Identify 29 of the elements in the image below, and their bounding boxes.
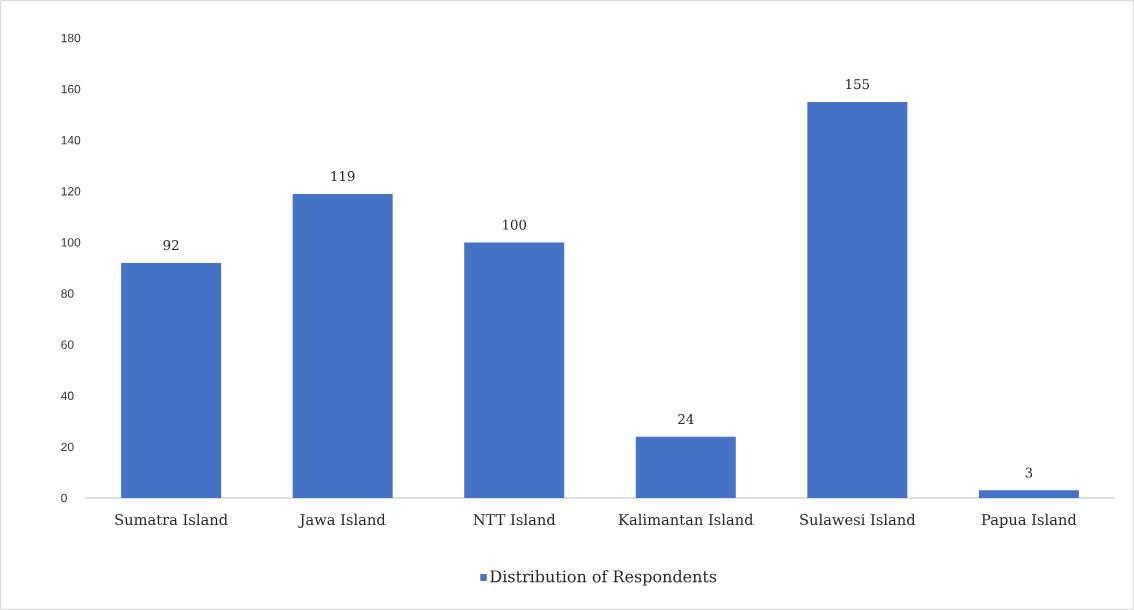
y-tick-label: 0	[61, 493, 67, 503]
x-tick-label: NTT Island	[473, 513, 556, 526]
data-label: 92	[163, 240, 179, 251]
y-tick-label: 80	[61, 289, 74, 298]
data-label: 119	[331, 171, 355, 182]
y-tick-label: 40	[60, 391, 74, 401]
bar	[635, 436, 736, 498]
bar	[464, 242, 565, 498]
bar	[978, 490, 1079, 498]
data-label: 155	[846, 79, 870, 90]
data-label: 100	[503, 219, 527, 230]
bar	[292, 193, 393, 498]
x-tick-label: Papua Island	[981, 513, 1077, 528]
legend-label: Distribution of Respondents	[490, 570, 717, 586]
x-tick-label: Sumatra Island	[115, 513, 228, 526]
y-tick-label: 120	[61, 187, 81, 196]
data-label: 24	[678, 414, 694, 424]
y-tick-label: 20	[61, 442, 74, 452]
y-tick-label: 140	[61, 135, 81, 145]
y-tick-label: 180	[61, 33, 81, 43]
bar	[807, 101, 908, 498]
x-tick-label: Kalimantan Island	[618, 513, 754, 526]
y-tick-label: 160	[61, 84, 81, 94]
y-tick-label: 100	[61, 238, 81, 247]
y-tick-label: 60	[61, 340, 74, 349]
bar	[121, 262, 222, 498]
data-label: 3	[1025, 467, 1033, 478]
x-tick-label: Jawa Island	[298, 513, 386, 528]
x-tick-label: Sulawesi Island	[800, 513, 916, 526]
